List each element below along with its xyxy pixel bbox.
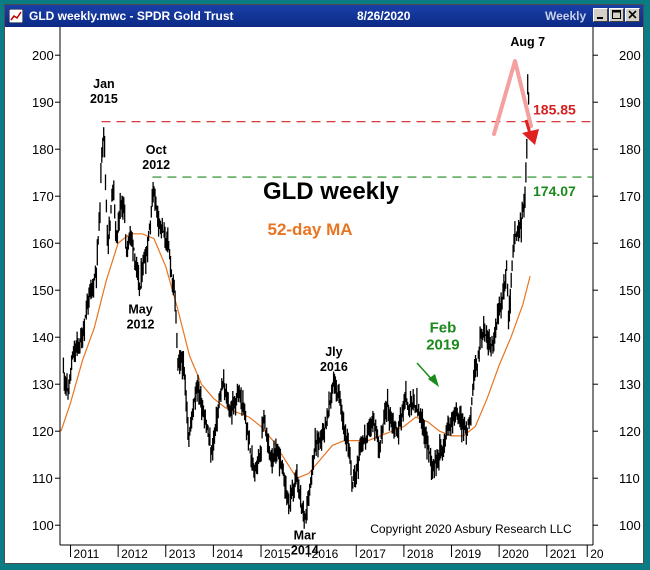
close-icon — [628, 10, 637, 19]
price-series — [62, 74, 531, 529]
annotation-line: 2016 — [320, 360, 348, 374]
price-chart: 100 110 120 130 140 150 160 170 180 190 200 100 110… — [32, 27, 641, 561]
close-button[interactable] — [625, 8, 640, 22]
copyright-text: Copyright 2020 Asbury Research LLC — [370, 522, 572, 536]
annotation-line: May — [128, 303, 152, 317]
level-lines: 185.85 174.07 — [101, 102, 593, 199]
support-level-label: 174.07 — [533, 183, 576, 199]
y-tick-label-right: 160 — [619, 236, 641, 251]
y-tick-label-left: 160 — [32, 236, 54, 251]
y-tick-label-left: 130 — [32, 377, 54, 392]
annotation-line: Jly — [325, 345, 342, 359]
y-tick-label-right: 100 — [619, 518, 641, 533]
y-tick-label-left: 110 — [32, 471, 53, 486]
resistance-level-label: 185.85 — [533, 102, 576, 118]
x-tick-label: 2013 — [169, 547, 196, 561]
maximize-button[interactable] — [609, 8, 624, 22]
annotation-feb-2019: Feb 2019 — [426, 320, 459, 354]
moving-average-line — [60, 233, 531, 479]
annotation-line: 2014 — [291, 543, 319, 557]
annotation-line: 2019 — [426, 337, 459, 354]
annotation-jly-2016: Jly 2016 — [320, 345, 348, 374]
chart-app-icon — [9, 9, 23, 23]
feb-arrow-head — [428, 374, 439, 387]
y-tick-label-right: 120 — [619, 424, 641, 439]
chart-window: GLD weekly.mwc - SPDR Gold Trust 8/26/20… — [4, 4, 644, 564]
annotation-line: Oct — [146, 143, 168, 157]
x-tick-label: 2011 — [74, 547, 100, 561]
annotation-aug-7: Aug 7 — [510, 35, 545, 49]
x-tick-label: 2018 — [407, 547, 434, 561]
x-tick-label: 2015 — [264, 547, 291, 561]
annotation-line: 2012 — [142, 158, 170, 172]
y-tick-label-right: 150 — [619, 283, 641, 298]
window-title: GLD weekly.mwc - SPDR Gold Trust — [29, 9, 234, 23]
y-tick-label-left: 190 — [32, 95, 54, 110]
decline-arrow-head — [522, 129, 539, 145]
y-tick-label-left: 100 — [32, 518, 54, 533]
x-tick-label: 2020 — [502, 547, 529, 561]
annotation-line: Feb — [430, 320, 457, 337]
ma-label: 52-day MA — [267, 220, 352, 239]
annotation-line: Aug 7 — [510, 35, 545, 49]
annotation-jan-2015: Jan 2015 — [90, 77, 118, 106]
annotation-line: Mar — [294, 528, 316, 542]
annotation-oct-2012: Oct 2012 — [142, 143, 170, 172]
y-tick-label-left: 180 — [32, 142, 54, 157]
y-tick-label-right: 130 — [619, 377, 641, 392]
y-tick-label-left: 120 — [32, 424, 54, 439]
y-tick-label-right: 110 — [619, 471, 640, 486]
y-tick-label-right: 140 — [619, 330, 641, 345]
annotation-line: 2012 — [127, 318, 155, 332]
x-axis: 2011 2012 2013 2014 2015 2016 2017 2018 2019 2020… — [70, 545, 604, 561]
y-tick-label-right: 190 — [619, 95, 641, 110]
maximize-icon — [612, 10, 621, 19]
chart-title: GLD weekly — [263, 178, 400, 205]
x-tick-label: 2012 — [121, 547, 148, 561]
y-axis-left: 100 110 120 130 140 150 160 170 180 190 200 — [32, 48, 60, 533]
ma-series — [60, 233, 531, 479]
annotation-line: 2015 — [90, 92, 118, 106]
y-tick-label-left: 200 — [32, 48, 54, 63]
annotation-line: Jan — [93, 77, 115, 91]
annotation-mar-2014: Mar 2014 — [291, 528, 319, 557]
annotation-may-2012: May 2012 — [127, 303, 155, 332]
plot-frame — [59, 27, 594, 546]
x-tick-label: 20 — [590, 547, 604, 561]
y-tick-label-right: 170 — [619, 189, 641, 204]
y-tick-label-right: 200 — [619, 48, 641, 63]
y-tick-label-left: 170 — [32, 189, 54, 204]
arrow-annotations — [416, 59, 539, 387]
x-tick-label: 2017 — [359, 547, 386, 561]
minimize-button[interactable] — [593, 8, 608, 22]
x-tick-label: 2016 — [312, 547, 339, 561]
x-tick-label: 2021 — [550, 547, 577, 561]
y-tick-label-left: 140 — [32, 330, 54, 345]
title-bar[interactable]: GLD weekly.mwc - SPDR Gold Trust 8/26/20… — [5, 5, 643, 27]
window-date: 8/26/2020 — [357, 9, 411, 23]
y-tick-label-right: 180 — [619, 142, 641, 157]
y-axis-right: 100 110 120 130 140 150 160 170 180 190 200 — [593, 48, 641, 533]
y-tick-label-left: 150 — [32, 283, 54, 298]
x-tick-label: 2019 — [455, 547, 482, 561]
minimize-icon — [597, 17, 603, 19]
window-period: Weekly — [545, 9, 587, 23]
x-tick-label: 2014 — [216, 547, 243, 561]
peak-arrow-up — [492, 59, 533, 136]
